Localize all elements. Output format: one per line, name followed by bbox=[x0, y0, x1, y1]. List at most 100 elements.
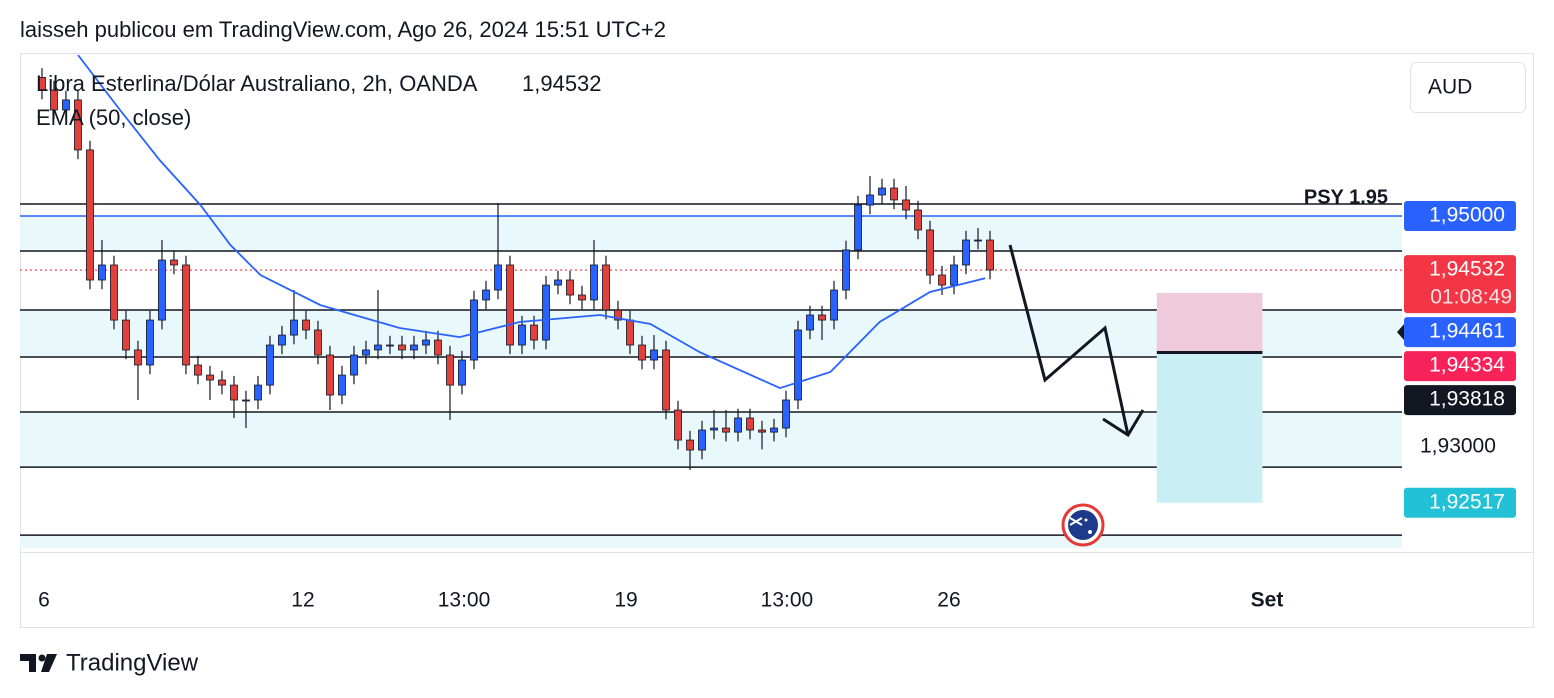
price-tag-label: 1,93818 bbox=[1429, 388, 1505, 411]
candle-body bbox=[158, 259, 166, 321]
legend-price: 1,94532 bbox=[522, 71, 602, 96]
currency-button[interactable] bbox=[1410, 62, 1526, 113]
price-tag bbox=[1404, 351, 1516, 382]
candle-body bbox=[842, 249, 850, 291]
x-tick-label: 12 bbox=[291, 589, 314, 612]
candle-body bbox=[770, 427, 778, 433]
candle-body bbox=[590, 264, 598, 301]
candle-body bbox=[242, 399, 250, 402]
candle-body bbox=[542, 284, 550, 341]
candle-body bbox=[410, 344, 418, 351]
candle-body bbox=[746, 417, 754, 431]
candle-body bbox=[302, 319, 310, 331]
candle-body bbox=[674, 409, 682, 441]
candle-body bbox=[98, 264, 106, 281]
candle-body bbox=[902, 199, 910, 211]
candle-body bbox=[278, 334, 286, 346]
price-tag bbox=[1404, 255, 1516, 314]
candle-body bbox=[806, 314, 814, 331]
candle-body bbox=[698, 429, 706, 451]
candle-body bbox=[314, 329, 322, 356]
position-stop bbox=[1156, 292, 1263, 353]
candle-body bbox=[134, 349, 142, 366]
drawn-arrow bbox=[1008, 244, 1130, 436]
candle-body bbox=[86, 149, 94, 281]
candle-body bbox=[350, 354, 358, 376]
zone bbox=[20, 216, 1402, 252]
candle-body bbox=[866, 194, 874, 206]
candle-body bbox=[446, 354, 454, 386]
candle-body bbox=[734, 417, 742, 433]
candle-body bbox=[374, 344, 382, 351]
candle-body bbox=[38, 77, 46, 91]
x-tick-label: 26 bbox=[937, 589, 960, 612]
countdown: 01:08:49 bbox=[1430, 286, 1512, 309]
candle-body bbox=[914, 209, 922, 231]
psy-label: PSY 1.95 bbox=[1304, 186, 1388, 208]
zone bbox=[20, 535, 1402, 549]
price-tags: 1,95000 1,94532 01:08:49 1,94461 1,94334 1,93… bbox=[1397, 201, 1516, 518]
candle-body bbox=[962, 239, 970, 266]
candle-body bbox=[554, 279, 562, 286]
candle-body bbox=[686, 439, 694, 451]
candle-body bbox=[530, 324, 538, 341]
price-tag-label: 1,94461 bbox=[1429, 320, 1505, 343]
candle-body bbox=[386, 344, 394, 347]
price-tag bbox=[1404, 385, 1516, 416]
candle-body bbox=[614, 309, 622, 321]
candle-body bbox=[878, 187, 886, 196]
candle-body bbox=[710, 427, 718, 431]
candle-body bbox=[782, 399, 790, 429]
candle-body bbox=[206, 374, 214, 381]
candle-body bbox=[494, 264, 502, 291]
ema-line bbox=[77, 55, 986, 390]
x-tick-label: 19 bbox=[614, 589, 637, 612]
candle-body bbox=[818, 314, 826, 321]
candle-body bbox=[194, 364, 202, 376]
footer-brand: TradingView bbox=[66, 649, 199, 676]
candle-body bbox=[830, 289, 838, 321]
candle-body bbox=[266, 344, 274, 386]
candle-body bbox=[518, 324, 526, 346]
candle-body bbox=[458, 359, 466, 386]
candle-body bbox=[974, 239, 982, 242]
candle-body bbox=[938, 274, 946, 286]
legend-symbol: Libra Esterlina/Dólar Australiano, 2h, O… bbox=[36, 71, 478, 96]
candle-body bbox=[650, 349, 658, 361]
x-tick-label: Set bbox=[1251, 589, 1284, 612]
candle-body bbox=[602, 264, 610, 311]
candle-body bbox=[398, 344, 406, 351]
legend-ema: EMA (50, close) bbox=[36, 105, 191, 130]
candle-body bbox=[422, 339, 430, 346]
candle-body bbox=[74, 99, 82, 151]
tag-pointer bbox=[1397, 324, 1404, 341]
price-tag bbox=[1404, 201, 1516, 232]
candle-body bbox=[182, 264, 190, 366]
candle-body bbox=[254, 384, 262, 401]
x-tick-label: 13:00 bbox=[438, 589, 491, 612]
candle-body bbox=[662, 349, 670, 411]
price-tag bbox=[1404, 317, 1516, 348]
candle-body bbox=[638, 344, 646, 361]
candle-body bbox=[926, 229, 934, 276]
candle-body bbox=[566, 279, 574, 296]
candle-body bbox=[758, 429, 766, 433]
candle-body bbox=[62, 99, 70, 111]
price-tag-label: 1,92517 bbox=[1429, 490, 1505, 513]
candle-body bbox=[854, 204, 862, 251]
price-tag-label: 1,94334 bbox=[1429, 354, 1505, 377]
candle-body bbox=[890, 187, 898, 201]
footer-logo bbox=[20, 654, 57, 672]
arrow-head bbox=[1102, 409, 1145, 438]
candle-body bbox=[470, 299, 478, 361]
candle-body bbox=[338, 374, 346, 396]
x-tick-label: 13:00 bbox=[761, 589, 814, 612]
candle-body bbox=[326, 354, 334, 396]
candle-body bbox=[434, 339, 442, 356]
candle-body bbox=[950, 264, 958, 286]
candle-body bbox=[50, 89, 58, 111]
candle-body bbox=[506, 264, 514, 346]
position-target bbox=[1156, 352, 1263, 503]
overlay bbox=[1008, 244, 1263, 547]
